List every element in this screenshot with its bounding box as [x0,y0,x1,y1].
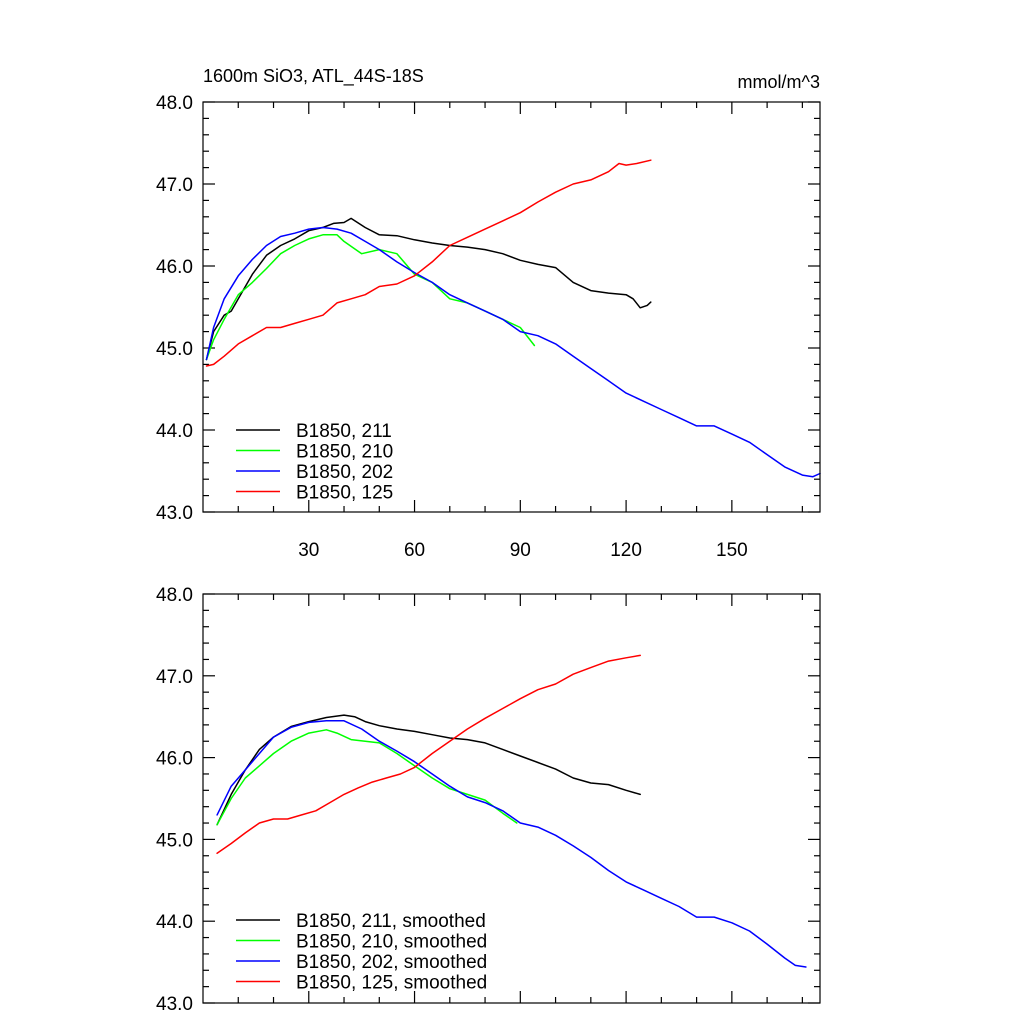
bottom-panel-series [216,654,807,968]
x-tick-label: 120 [610,540,642,561]
y-tick-label: 45.0 [156,830,193,851]
bottom-panel-ticks [203,593,820,1004]
series-line-3 [205,159,652,367]
y-tick-label: 43.0 [156,503,193,524]
series-line-1 [216,729,518,826]
bottom-panel: 43.0 44.0 45.0 46.0 47.0 48.0 B1850, 211, smo… [156,585,821,1015]
y-tick-label: 48.0 [156,93,193,114]
y-tick-label: 44.0 [156,421,193,442]
series-line-0 [216,714,641,826]
bottom-panel-frame [202,593,821,1004]
y-tick-label: 46.0 [156,257,193,278]
bottom-panel-y-tick-labels: 43.0 44.0 45.0 46.0 47.0 48.0 [156,585,193,1015]
legend-label: B1850, 211 [296,421,392,442]
legend-label: B1850, 202 [296,462,393,483]
panel-title: 1600m SiO3, ATL_44S-18S [203,66,424,87]
x-tick-label: 60 [404,540,425,561]
top-panel-frame [202,101,821,513]
top-panel-series [205,159,821,478]
series-line-3 [216,654,641,855]
y-tick-label: 44.0 [156,912,193,933]
units-label: mmol/m^3 [738,72,820,92]
y-tick-label: 47.0 [156,175,193,196]
series-line-2 [205,226,821,478]
series-line-1 [205,234,536,361]
x-tick-label: 90 [510,540,531,561]
series-line-0 [205,217,652,361]
legend-label: B1850, 202, smoothed [296,952,487,973]
x-tick-label: 150 [716,540,748,561]
series-line-2 [216,720,807,968]
legend-label: B1850, 211, smoothed [296,911,486,932]
y-tick-label: 47.0 [156,667,193,688]
y-tick-label: 48.0 [156,585,193,606]
top-panel-y-tick-labels: 43.0 44.0 45.0 46.0 47.0 48.0 [156,93,193,524]
y-tick-label: 46.0 [156,749,193,770]
y-tick-label: 45.0 [156,339,193,360]
legend-label: B1850, 125 [296,483,393,504]
legend-label: B1850, 210, smoothed [296,932,487,953]
legend-label: B1850, 210 [296,442,393,463]
y-tick-label: 43.0 [156,994,193,1015]
top-panel: 1600m SiO3, ATL_44S-18S mmol/m^3 43.0 44.… [156,66,821,561]
top-panel-x-tick-labels: 30 60 90 120 150 [298,540,748,561]
legend-label: B1850, 125, smoothed [296,973,487,994]
x-tick-label: 30 [298,540,319,561]
